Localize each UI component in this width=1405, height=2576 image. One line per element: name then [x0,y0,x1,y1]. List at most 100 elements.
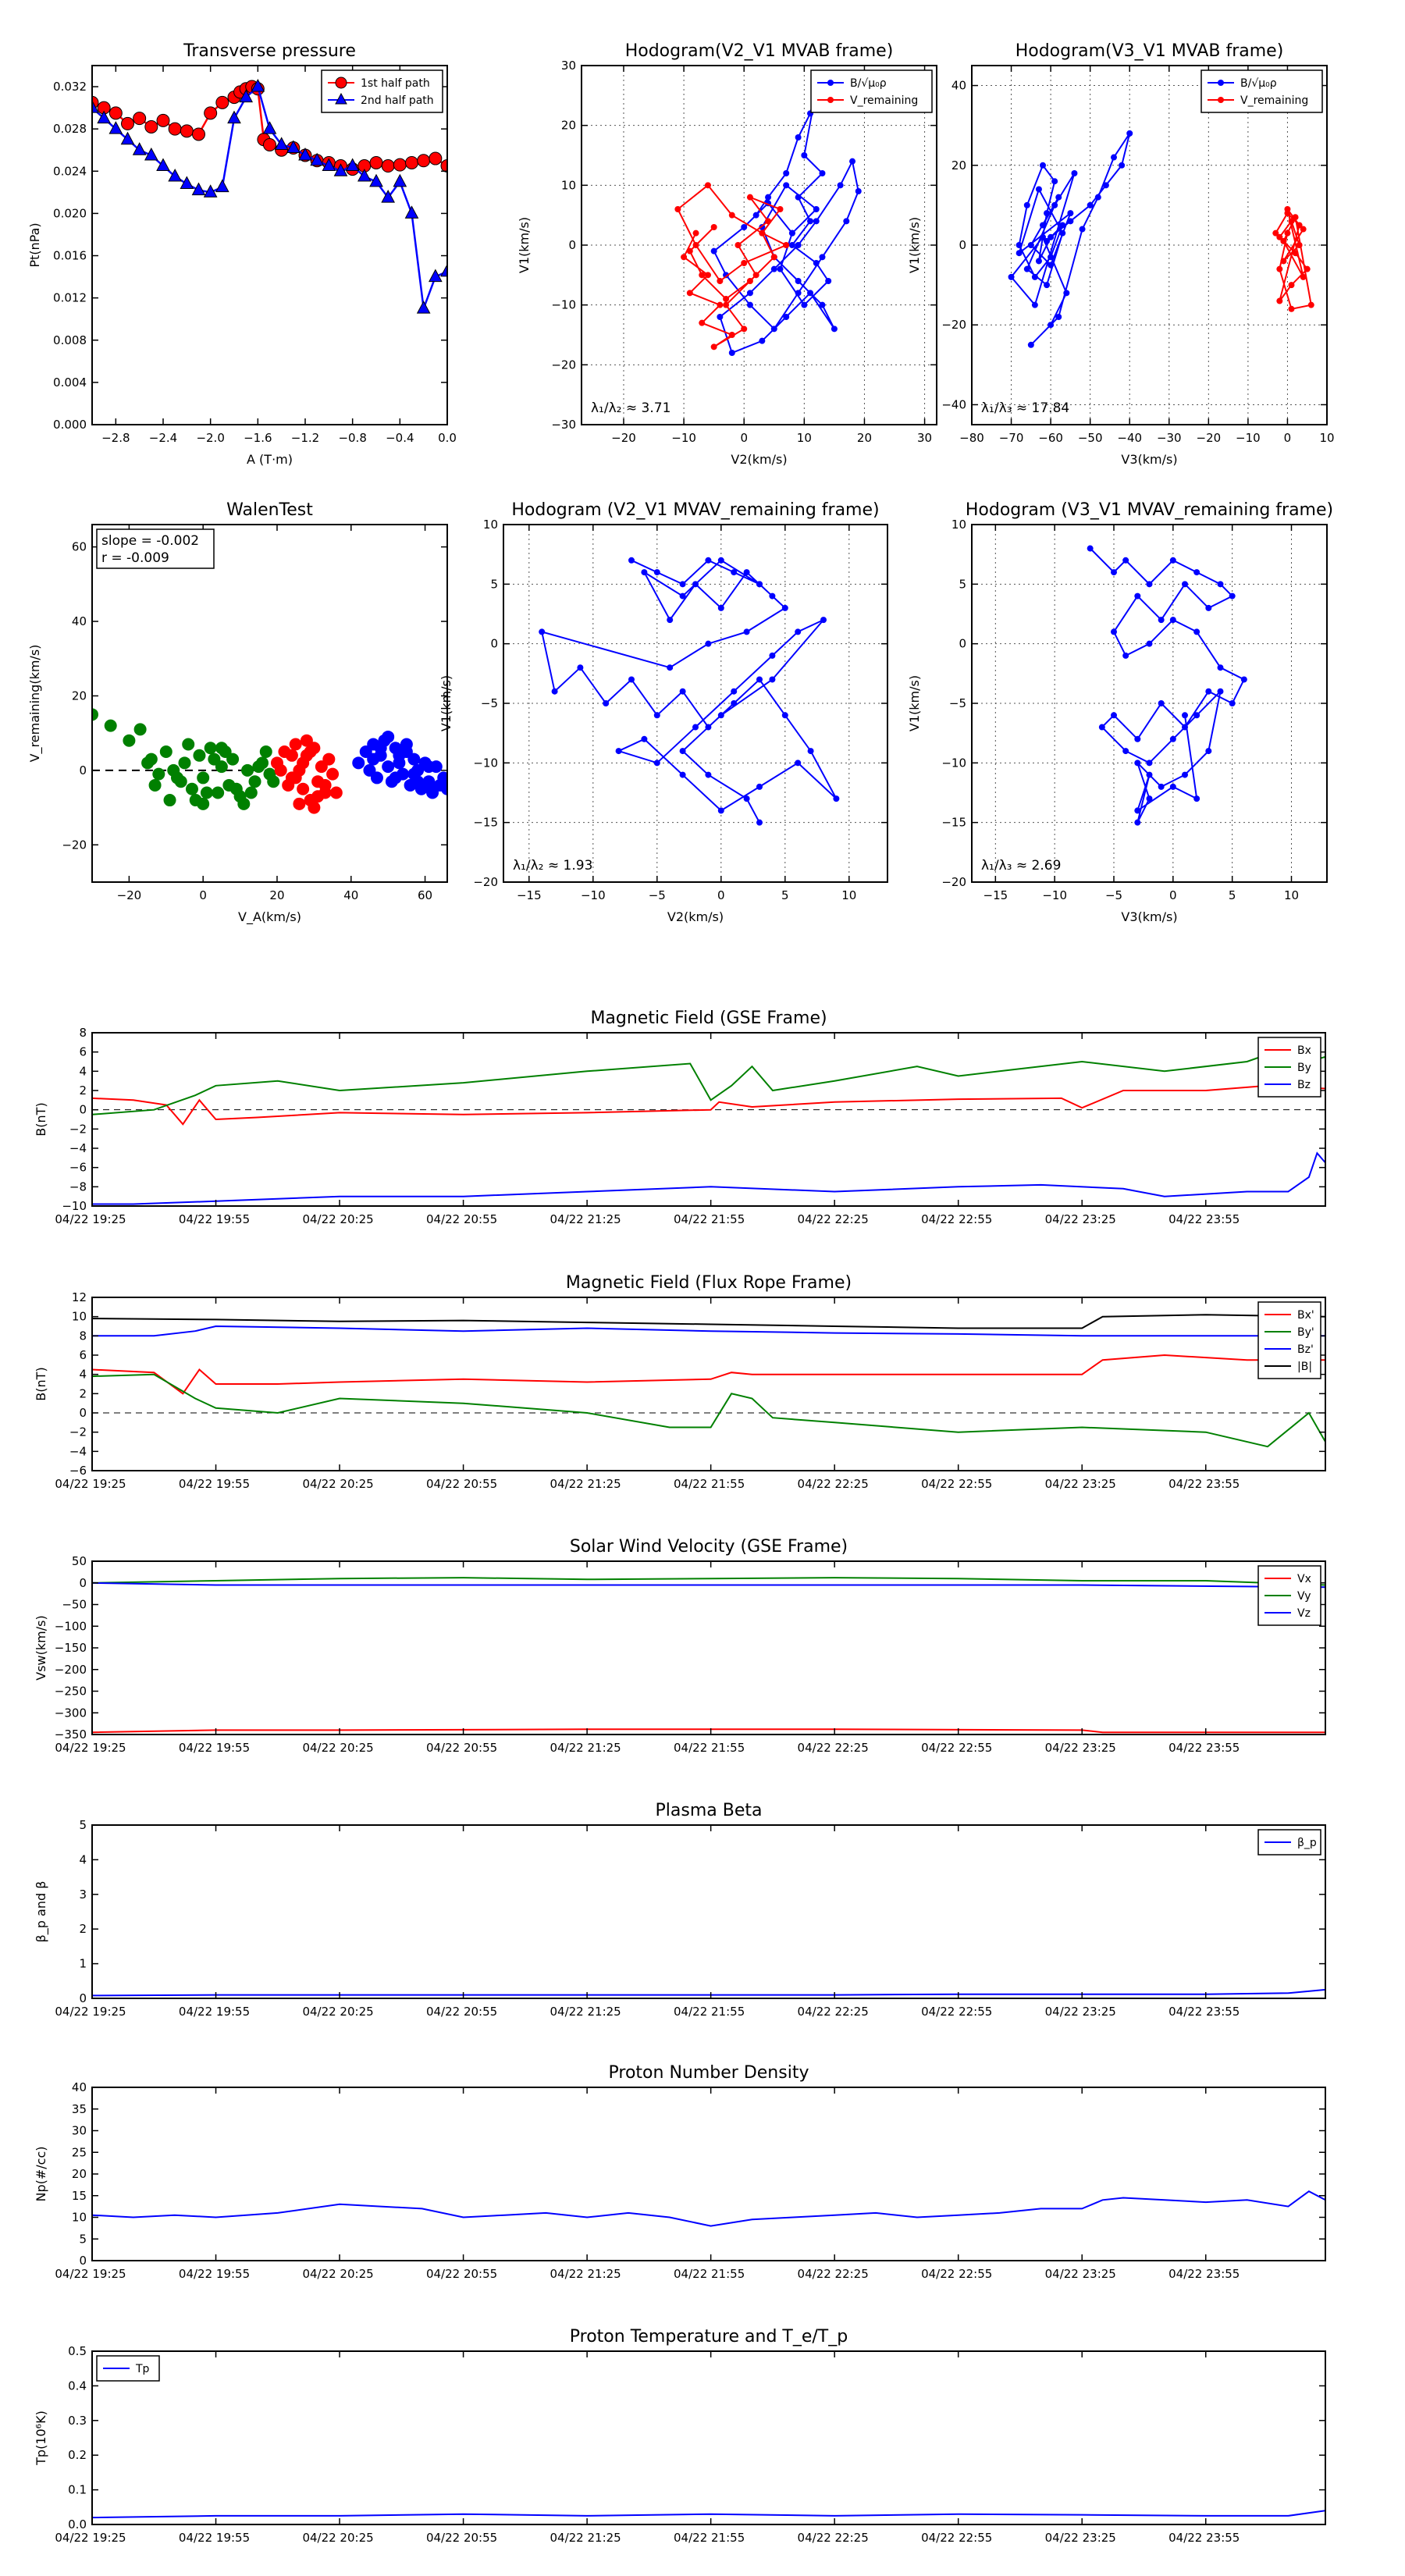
data-point [133,112,147,126]
data-point [795,134,802,141]
data-point [679,688,686,695]
x-tick-label: 04/22 19:25 [55,1212,126,1226]
data-point [97,110,112,124]
data-point [1158,783,1165,790]
data-point [769,592,776,600]
x-tick-label: 04/22 19:55 [179,2531,250,2545]
data-point [297,782,310,795]
data-point [241,763,254,777]
data-point [801,301,808,308]
y-tick-label: 10 [72,1310,87,1324]
data-point [1292,214,1299,221]
data-point [795,194,802,201]
data-point [1288,305,1295,312]
y-tick-label: 0.032 [53,80,87,94]
data-point [692,581,699,588]
data-point [197,797,210,810]
legend-label: B/√μ₀ρ [1240,77,1277,90]
data-point [705,724,712,731]
data-point [674,206,681,212]
plot-area [92,1988,1325,1997]
y-tick-label: 6 [79,1348,87,1362]
y-tick-label: 0.0 [68,2517,87,2532]
x-tick-label: 30 [917,431,932,445]
x-tick-label: 04/22 21:55 [674,1741,745,1755]
x-tick-label: −10 [1236,431,1261,445]
data-point [1146,581,1153,588]
x-axis-label: V2(km/s) [731,452,787,467]
data-point [1217,664,1224,671]
data-point [121,116,134,130]
data-point [422,760,436,774]
data-point [437,771,447,785]
x-tick-label: 5 [781,888,789,902]
series-line-2 [92,1046,1325,1115]
data-point [1146,771,1153,778]
y-tick-label: 5 [79,2232,87,2246]
data-point [333,163,348,176]
legend-label: By [1297,1062,1311,1074]
y-tick-label: −8 [69,1179,87,1194]
data-point [717,301,724,308]
data-point [1055,194,1062,201]
data-point [152,767,165,781]
chart-8: 04/22 19:25 04/22 19:55 04/22 20:25 04/22 2… [34,1273,1326,1491]
y-tick-label: 2 [79,1386,87,1400]
data-point [389,771,402,785]
x-tick-label: 0 [740,431,748,445]
data-point [193,749,206,762]
data-point [1048,233,1055,240]
data-point [133,723,147,736]
y-tick-label: 0.016 [53,249,87,263]
data-point [653,712,660,719]
data-point [123,734,136,747]
x-tick-label: 04/22 20:25 [302,1212,373,1226]
data-point [1307,301,1314,308]
data-point [551,688,558,695]
data-point [1098,724,1105,731]
data-point [820,617,827,624]
series-line-1 [92,2190,1325,2227]
data-point [1182,581,1188,588]
x-axis-label: V2(km/s) [667,909,724,924]
y-tick-label: 35 [72,2102,87,2116]
x-tick-label: 04/22 20:25 [302,1741,373,1755]
x-tick-label: 04/22 19:25 [55,2267,126,2281]
data-point [807,290,814,297]
x-tick-label: −5 [1105,888,1122,902]
data-point [788,229,795,237]
legend-label: 1st half path [361,77,430,90]
legend-label: Vz [1297,1607,1311,1620]
x-tick-label: 04/22 21:25 [550,1212,621,1226]
data-point [741,260,748,266]
x-tick-label: −2.0 [196,431,224,445]
legend-marker [335,92,347,105]
data-point [297,756,310,770]
annotation-text: λ₁/λ₃ ≈ 17.84 [981,400,1069,416]
data-point [191,182,206,196]
y-tick-label: 5 [959,577,966,591]
plot-frame [91,2087,1326,2261]
data-point [92,708,98,721]
annotation-text: slope = -0.002 [101,533,199,549]
data-point [781,604,788,611]
x-tick-label: 04/22 23:25 [1045,2531,1116,2545]
x-tick-label: 04/22 21:25 [550,2005,621,2019]
legend-marker [827,97,834,103]
legend-marker [335,76,347,89]
data-point [215,179,229,193]
data-point [428,269,443,283]
data-point [326,767,340,781]
x-tick-label: −20 [1197,431,1222,445]
data-point [318,778,332,792]
data-point [756,783,763,790]
legend: β_p [1257,1829,1321,1856]
chart-title: Magnetic Field (Flux Rope Frame) [566,1273,852,1293]
data-point [1272,229,1279,237]
data-point [1284,229,1291,237]
x-tick-label: 04/22 23:25 [1045,2005,1116,2019]
data-point [144,147,158,161]
x-tick-label: 04/22 22:55 [921,2267,992,2281]
data-point [710,247,717,254]
y-tick-label: 40 [72,614,87,628]
